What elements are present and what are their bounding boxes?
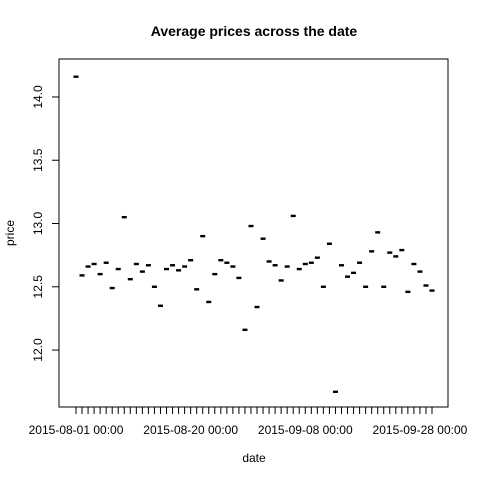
y-tick-label: 13.0 — [31, 212, 45, 236]
plot-frame — [58, 58, 449, 408]
data-point — [369, 250, 375, 253]
data-point — [212, 272, 218, 276]
data-point — [157, 304, 163, 307]
data-point — [284, 265, 290, 268]
x-tick-label: 2015-08-20 00:00 — [143, 423, 238, 437]
data-point — [121, 215, 127, 219]
y-tick-label: 13.5 — [31, 148, 45, 172]
data-point — [97, 272, 103, 276]
data-point — [151, 285, 157, 288]
data-point — [230, 265, 236, 268]
data-point — [393, 255, 399, 258]
data-point — [206, 300, 212, 304]
data-point — [103, 261, 109, 264]
data-point — [145, 264, 151, 267]
x-axis: 2015-08-01 00:00 2015-08-20 00:00 2015-09-… — [29, 407, 468, 437]
y-tick-label: 12.0 — [31, 338, 45, 362]
data-point — [302, 262, 308, 266]
data-point — [133, 262, 139, 266]
data-point — [254, 305, 260, 309]
data-point — [194, 288, 200, 291]
x-tick-label: 2015-09-08 00:00 — [258, 423, 353, 437]
data-point — [260, 237, 266, 240]
data-point — [73, 75, 79, 78]
y-axis-label: price — [3, 220, 17, 246]
data-point — [176, 269, 182, 272]
data-point — [85, 265, 91, 268]
data-point — [127, 277, 133, 281]
y-tick-label: 14.0 — [31, 85, 45, 109]
data-point — [91, 262, 97, 266]
data-point — [278, 279, 284, 282]
data-point — [248, 224, 254, 228]
data-point — [139, 270, 145, 273]
data-point — [381, 285, 387, 288]
data-point — [308, 261, 314, 264]
data-point — [182, 265, 188, 268]
data-point — [345, 275, 351, 278]
data-point — [164, 267, 170, 271]
data-point — [399, 248, 405, 252]
data-point — [170, 264, 176, 267]
data-points — [73, 75, 435, 394]
data-point — [423, 284, 429, 287]
data-point — [387, 251, 393, 254]
data-point — [405, 290, 411, 294]
data-point — [417, 270, 423, 273]
data-point — [326, 242, 332, 245]
data-point — [272, 264, 278, 267]
data-point — [79, 274, 85, 277]
x-axis-label: date — [242, 451, 266, 465]
data-point — [218, 259, 224, 262]
data-point — [109, 286, 115, 290]
data-point — [266, 260, 272, 263]
data-point — [314, 256, 320, 259]
data-point — [200, 234, 206, 238]
data-point — [188, 259, 194, 262]
y-tick-label: 12.5 — [31, 275, 45, 299]
data-point — [320, 285, 326, 288]
data-point — [357, 261, 363, 264]
data-point — [351, 271, 357, 275]
data-point — [375, 231, 381, 234]
data-point — [290, 214, 296, 218]
data-point — [296, 267, 302, 271]
data-point — [224, 261, 230, 264]
data-point — [236, 276, 242, 280]
data-point — [332, 390, 338, 394]
y-axis: 12.0 12.5 13.0 13.5 14.0 — [31, 85, 59, 362]
data-point — [411, 262, 417, 266]
data-point — [115, 267, 121, 271]
data-point — [338, 264, 344, 267]
x-tick-label: 2015-09-28 00:00 — [373, 423, 468, 437]
data-point — [363, 285, 369, 288]
data-point — [242, 328, 248, 332]
data-point — [429, 289, 435, 292]
chart-title: Average prices across the date — [151, 23, 358, 39]
x-tick-label: 2015-08-01 00:00 — [29, 423, 124, 437]
